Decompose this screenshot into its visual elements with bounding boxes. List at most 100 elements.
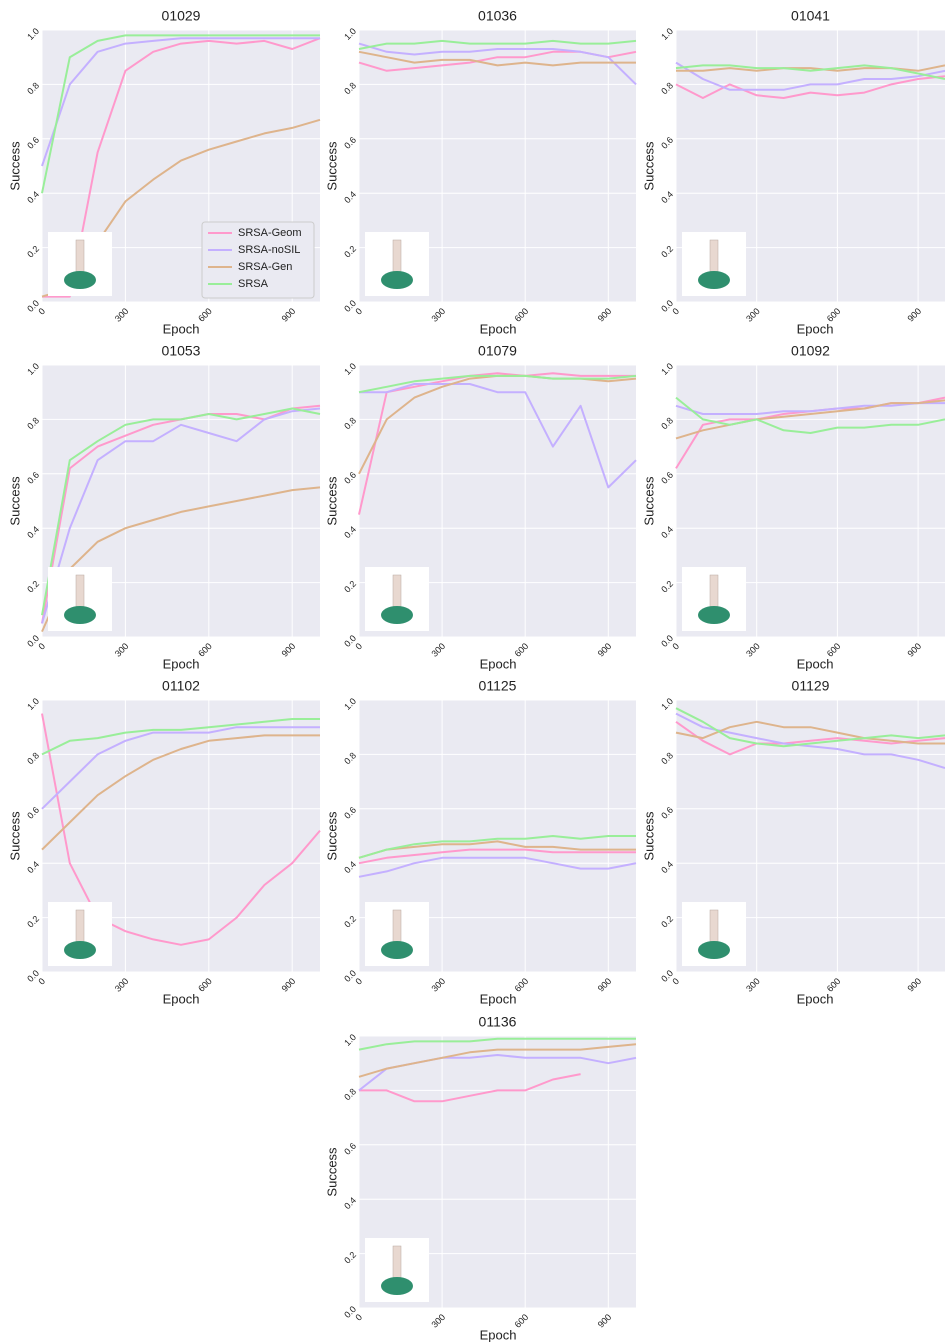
object-shaft <box>392 909 402 945</box>
y-axis-label: Success <box>324 1147 339 1197</box>
series-line <box>41 37 320 167</box>
y-axis-label: Success <box>7 476 22 526</box>
y-tick-label: 0.4 <box>25 189 41 205</box>
x-tick-label: 900 <box>280 641 298 659</box>
series-line <box>675 402 945 415</box>
y-tick-label: 0.4 <box>342 859 358 875</box>
x-axis-label: Epoch <box>163 656 200 671</box>
legend-label: SRSA-Gen <box>238 261 292 273</box>
y-tick-label: 1.0 <box>342 26 358 42</box>
y-tick-label: 0.2 <box>25 579 41 595</box>
y-axis-label: Success <box>7 811 22 861</box>
legend-label: SRSA-noSIL <box>238 244 300 256</box>
x-tick-label: 300 <box>429 1312 447 1330</box>
x-tick-label: 0 <box>36 641 47 652</box>
x-tick-label: 0 <box>670 306 681 317</box>
y-tick-label: 0.8 <box>659 415 675 431</box>
x-tick-label: 900 <box>280 976 298 994</box>
y-tick-label: 0.6 <box>342 1141 358 1157</box>
object-base <box>381 941 413 959</box>
series-line <box>358 50 636 67</box>
y-tick-label: 1.0 <box>342 361 358 377</box>
y-tick-label: 1.0 <box>659 696 675 712</box>
series-line <box>42 37 321 298</box>
y-tick-label: 0.4 <box>659 524 675 540</box>
chart-title: 01041 <box>791 8 830 24</box>
legend-box <box>201 221 315 299</box>
legend-label: SRSA <box>238 278 269 290</box>
series-line <box>358 39 637 50</box>
y-axis-label: Success <box>641 476 656 526</box>
subplot: 0.00.20.40.60.81.00 300 600 90001092EpochSu… <box>641 343 945 671</box>
series-line <box>675 720 945 745</box>
y-tick-label: 1.0 <box>25 361 41 377</box>
x-tick-label: 900 <box>905 976 923 994</box>
series-line <box>359 383 637 489</box>
x-tick-label: 0 <box>36 976 47 987</box>
x-tick-label: 0 <box>353 976 364 987</box>
y-tick-label: 0.8 <box>25 80 41 96</box>
x-axis-label: Epoch <box>480 991 517 1006</box>
x-tick-label: 900 <box>596 1312 614 1330</box>
y-axis-label: Success <box>641 141 656 191</box>
y-tick-label: 0.4 <box>659 189 675 205</box>
y-tick-label: 0.2 <box>659 244 675 260</box>
series-line <box>41 734 320 851</box>
series-line <box>359 1073 581 1103</box>
y-tick-label: 0.2 <box>342 244 358 260</box>
series-line <box>358 42 637 86</box>
y-axis-label: Success <box>324 811 339 861</box>
y-tick-label: 1.0 <box>659 361 675 377</box>
object-shaft <box>75 574 85 610</box>
object-base <box>698 271 730 289</box>
y-tick-label: 1.0 <box>342 1032 358 1048</box>
chart-title: 01125 <box>479 678 517 694</box>
y-tick-label: 1.0 <box>342 696 358 712</box>
y-tick-label: 0.8 <box>342 415 358 431</box>
y-axis-label: Success <box>324 476 339 526</box>
subplot: 0.00.20.40.60.81.00 300 600 90001029EpochSu… <box>7 8 321 336</box>
object-base <box>64 606 96 624</box>
x-axis-label: Epoch <box>163 991 200 1006</box>
series-line <box>41 407 321 624</box>
y-tick-label: 0.6 <box>342 805 358 821</box>
series-line <box>41 34 320 194</box>
y-tick-label: 0.6 <box>659 470 675 486</box>
y-axis-label: Success <box>324 141 339 191</box>
series-line <box>358 840 636 859</box>
y-tick-label: 0.2 <box>25 244 41 260</box>
series-line <box>675 61 945 91</box>
y-tick-label: 0.8 <box>659 750 675 766</box>
chart-title: 01029 <box>162 8 201 24</box>
object-base <box>64 941 96 959</box>
series-line <box>675 707 945 748</box>
x-tick-label: 0 <box>353 641 364 652</box>
y-tick-label: 0.6 <box>659 135 675 151</box>
series-line <box>41 726 320 810</box>
series-line <box>41 718 320 756</box>
object-base <box>698 606 730 624</box>
subplot: 0.00.20.40.60.81.00 300 600 90001041EpochSu… <box>641 8 945 336</box>
object-shaft <box>709 574 719 610</box>
x-tick-label: 900 <box>905 306 923 324</box>
series-line <box>675 396 945 434</box>
chart-title: 01102 <box>162 678 200 694</box>
series-line <box>675 64 945 80</box>
x-axis-label: Epoch <box>480 656 517 671</box>
chart-title: 01136 <box>479 1014 517 1030</box>
object-shaft <box>75 909 85 945</box>
series-line <box>41 486 321 633</box>
y-tick-label: 0.6 <box>659 805 675 821</box>
y-tick-label: 0.4 <box>25 859 41 875</box>
x-tick-label: 900 <box>596 641 614 659</box>
series-line <box>41 407 321 616</box>
x-tick-label: 0 <box>353 306 364 317</box>
series-line <box>358 1037 636 1051</box>
subplot: 0.00.20.40.60.81.00 300 600 90001053EpochSu… <box>7 343 321 671</box>
y-tick-label: 1.0 <box>25 696 41 712</box>
object-shaft <box>709 239 719 275</box>
y-tick-label: 0.8 <box>25 415 41 431</box>
y-tick-label: 0.2 <box>342 579 358 595</box>
